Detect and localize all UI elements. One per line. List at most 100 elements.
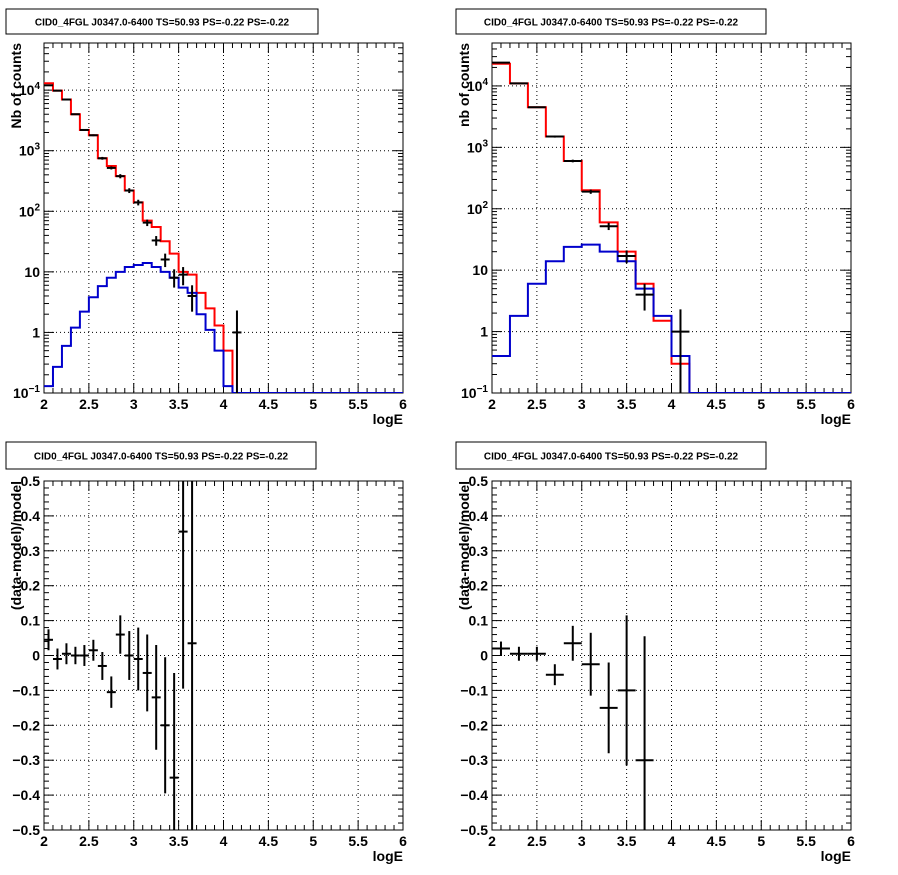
x-tick-label: 3: [130, 396, 138, 412]
x-axis-label: logE: [821, 411, 851, 427]
data-point: [187, 481, 197, 830]
y-tick-label: 102: [19, 202, 41, 219]
y-tick-label: 0: [32, 648, 40, 664]
data-point: [52, 89, 62, 92]
x-tick-label: 2: [488, 396, 496, 412]
data-point: [160, 657, 170, 794]
data-point: [671, 309, 690, 393]
data-point: [142, 634, 152, 712]
y-tick-label: −0.1: [12, 682, 40, 698]
x-tick-label: 4: [668, 396, 676, 412]
data-point: [545, 664, 564, 686]
series-step-1: [44, 262, 403, 393]
x-tick-label: 5.5: [348, 833, 368, 849]
data-point: [635, 283, 654, 311]
y-tick-label: 0.2: [469, 578, 489, 594]
x-tick-label: 5: [757, 833, 765, 849]
chart-title: CID0_4FGL J0347.0-6400 TS=50.93 PS=-0.22…: [35, 18, 290, 29]
x-axis-label: logE: [373, 411, 403, 427]
y-tick-label: 0.3: [21, 543, 41, 559]
data-point: [151, 236, 161, 246]
data-point: [124, 188, 134, 194]
data-point: [79, 645, 89, 666]
chart-panel-2: 2 2.5 3 3.5 4 4.5 5 5.5 6 10−1 1 10 102 103 104 logE nb …: [455, 8, 855, 427]
y-tick-label: −0.4: [460, 787, 488, 803]
data-point: [563, 159, 582, 163]
data-point: [44, 629, 53, 651]
y-tick-label: −0.3: [12, 752, 40, 768]
y-axis-label: (data-model)/model: [8, 481, 24, 610]
data-point: [88, 639, 98, 661]
x-axis-label: logE: [373, 848, 403, 864]
y-tick-label: 103: [467, 138, 489, 155]
data-layer: [44, 481, 197, 830]
data-point: [142, 219, 152, 227]
x-tick-label: 4.5: [259, 396, 279, 412]
data-point: [599, 222, 618, 231]
data-point: [617, 250, 636, 264]
data-point: [97, 652, 107, 680]
y-tick-label: 1: [32, 324, 40, 340]
x-tick-label: 2.5: [527, 396, 547, 412]
data-point: [70, 113, 80, 116]
y-tick-label: 0.4: [469, 508, 489, 524]
x-tick-label: 2.5: [79, 833, 99, 849]
x-tick-label: 3.5: [169, 833, 189, 849]
data-point: [187, 285, 197, 312]
x-tick-label: 2: [40, 396, 48, 412]
x-tick-label: 4.5: [707, 396, 727, 412]
data-point: [581, 189, 600, 194]
data-point: [509, 82, 528, 85]
x-tick-label: 6: [399, 833, 407, 849]
data-point: [106, 676, 116, 708]
y-tick-label: −0.5: [460, 822, 488, 838]
chart-panel-1: 2 2.5 3 3.5 4 4.5 5 5.5 6 10−1 1 10 102 103 104 logE Nb …: [5, 8, 407, 427]
chart-title: CID0_4FGL J0347.0-6400 TS=50.93 PS=-0.22…: [484, 18, 739, 29]
data-point: [617, 615, 636, 766]
x-tick-label: 5: [309, 833, 317, 849]
data-point: [115, 174, 125, 179]
data-point: [79, 128, 89, 131]
chart-panel-3: 2 2.5 3 3.5 4 4.5 5 5.5 6 −0.5 −0.4 −0.3 −0.2 −0.1 0 0.…: [5, 441, 407, 864]
y-tick-label: 10−1: [461, 384, 488, 401]
chart-title: CID0_4FGL J0347.0-6400 TS=50.93 PS=-0.22…: [484, 452, 739, 463]
data-point: [527, 106, 546, 109]
x-tick-label: 3: [130, 833, 138, 849]
x-tick-label: 3.5: [169, 396, 189, 412]
y-tick-label: −0.4: [12, 787, 40, 803]
x-tick-label: 3.5: [617, 833, 637, 849]
x-tick-label: 2.5: [527, 833, 547, 849]
data-point: [61, 643, 71, 665]
x-tick-label: 5: [309, 396, 317, 412]
y-tick-label: 102: [467, 200, 489, 217]
data-point: [492, 641, 510, 656]
x-tick-label: 6: [847, 833, 855, 849]
y-tick-label: 0.4: [21, 508, 41, 524]
y-tick-label: 1: [480, 324, 488, 340]
data-point: [581, 632, 600, 696]
x-tick-label: 3: [578, 833, 586, 849]
data-point: [178, 481, 188, 689]
y-axis-label: (data-model)/model: [456, 481, 472, 610]
data-point: [44, 84, 53, 87]
data-point: [178, 267, 188, 286]
data-point: [52, 648, 62, 670]
title-box: [5, 441, 317, 470]
data-point: [133, 627, 143, 691]
data-point: [492, 61, 510, 64]
y-tick-label: 10: [24, 264, 40, 280]
x-tick-label: 4: [668, 833, 676, 849]
x-tick-label: 4.5: [707, 833, 727, 849]
data-point: [169, 672, 179, 830]
data-point: [160, 253, 170, 268]
y-tick-label: −0.2: [12, 717, 40, 733]
data-point: [70, 646, 80, 665]
y-tick-label: −0.1: [460, 682, 488, 698]
x-tick-label: 6: [399, 396, 407, 412]
y-tick-label: 0.2: [21, 578, 41, 594]
y-axis-label: Nb of counts: [8, 43, 24, 129]
data-point: [151, 645, 161, 750]
data-point: [563, 625, 582, 661]
x-tick-label: 2.5: [79, 396, 99, 412]
